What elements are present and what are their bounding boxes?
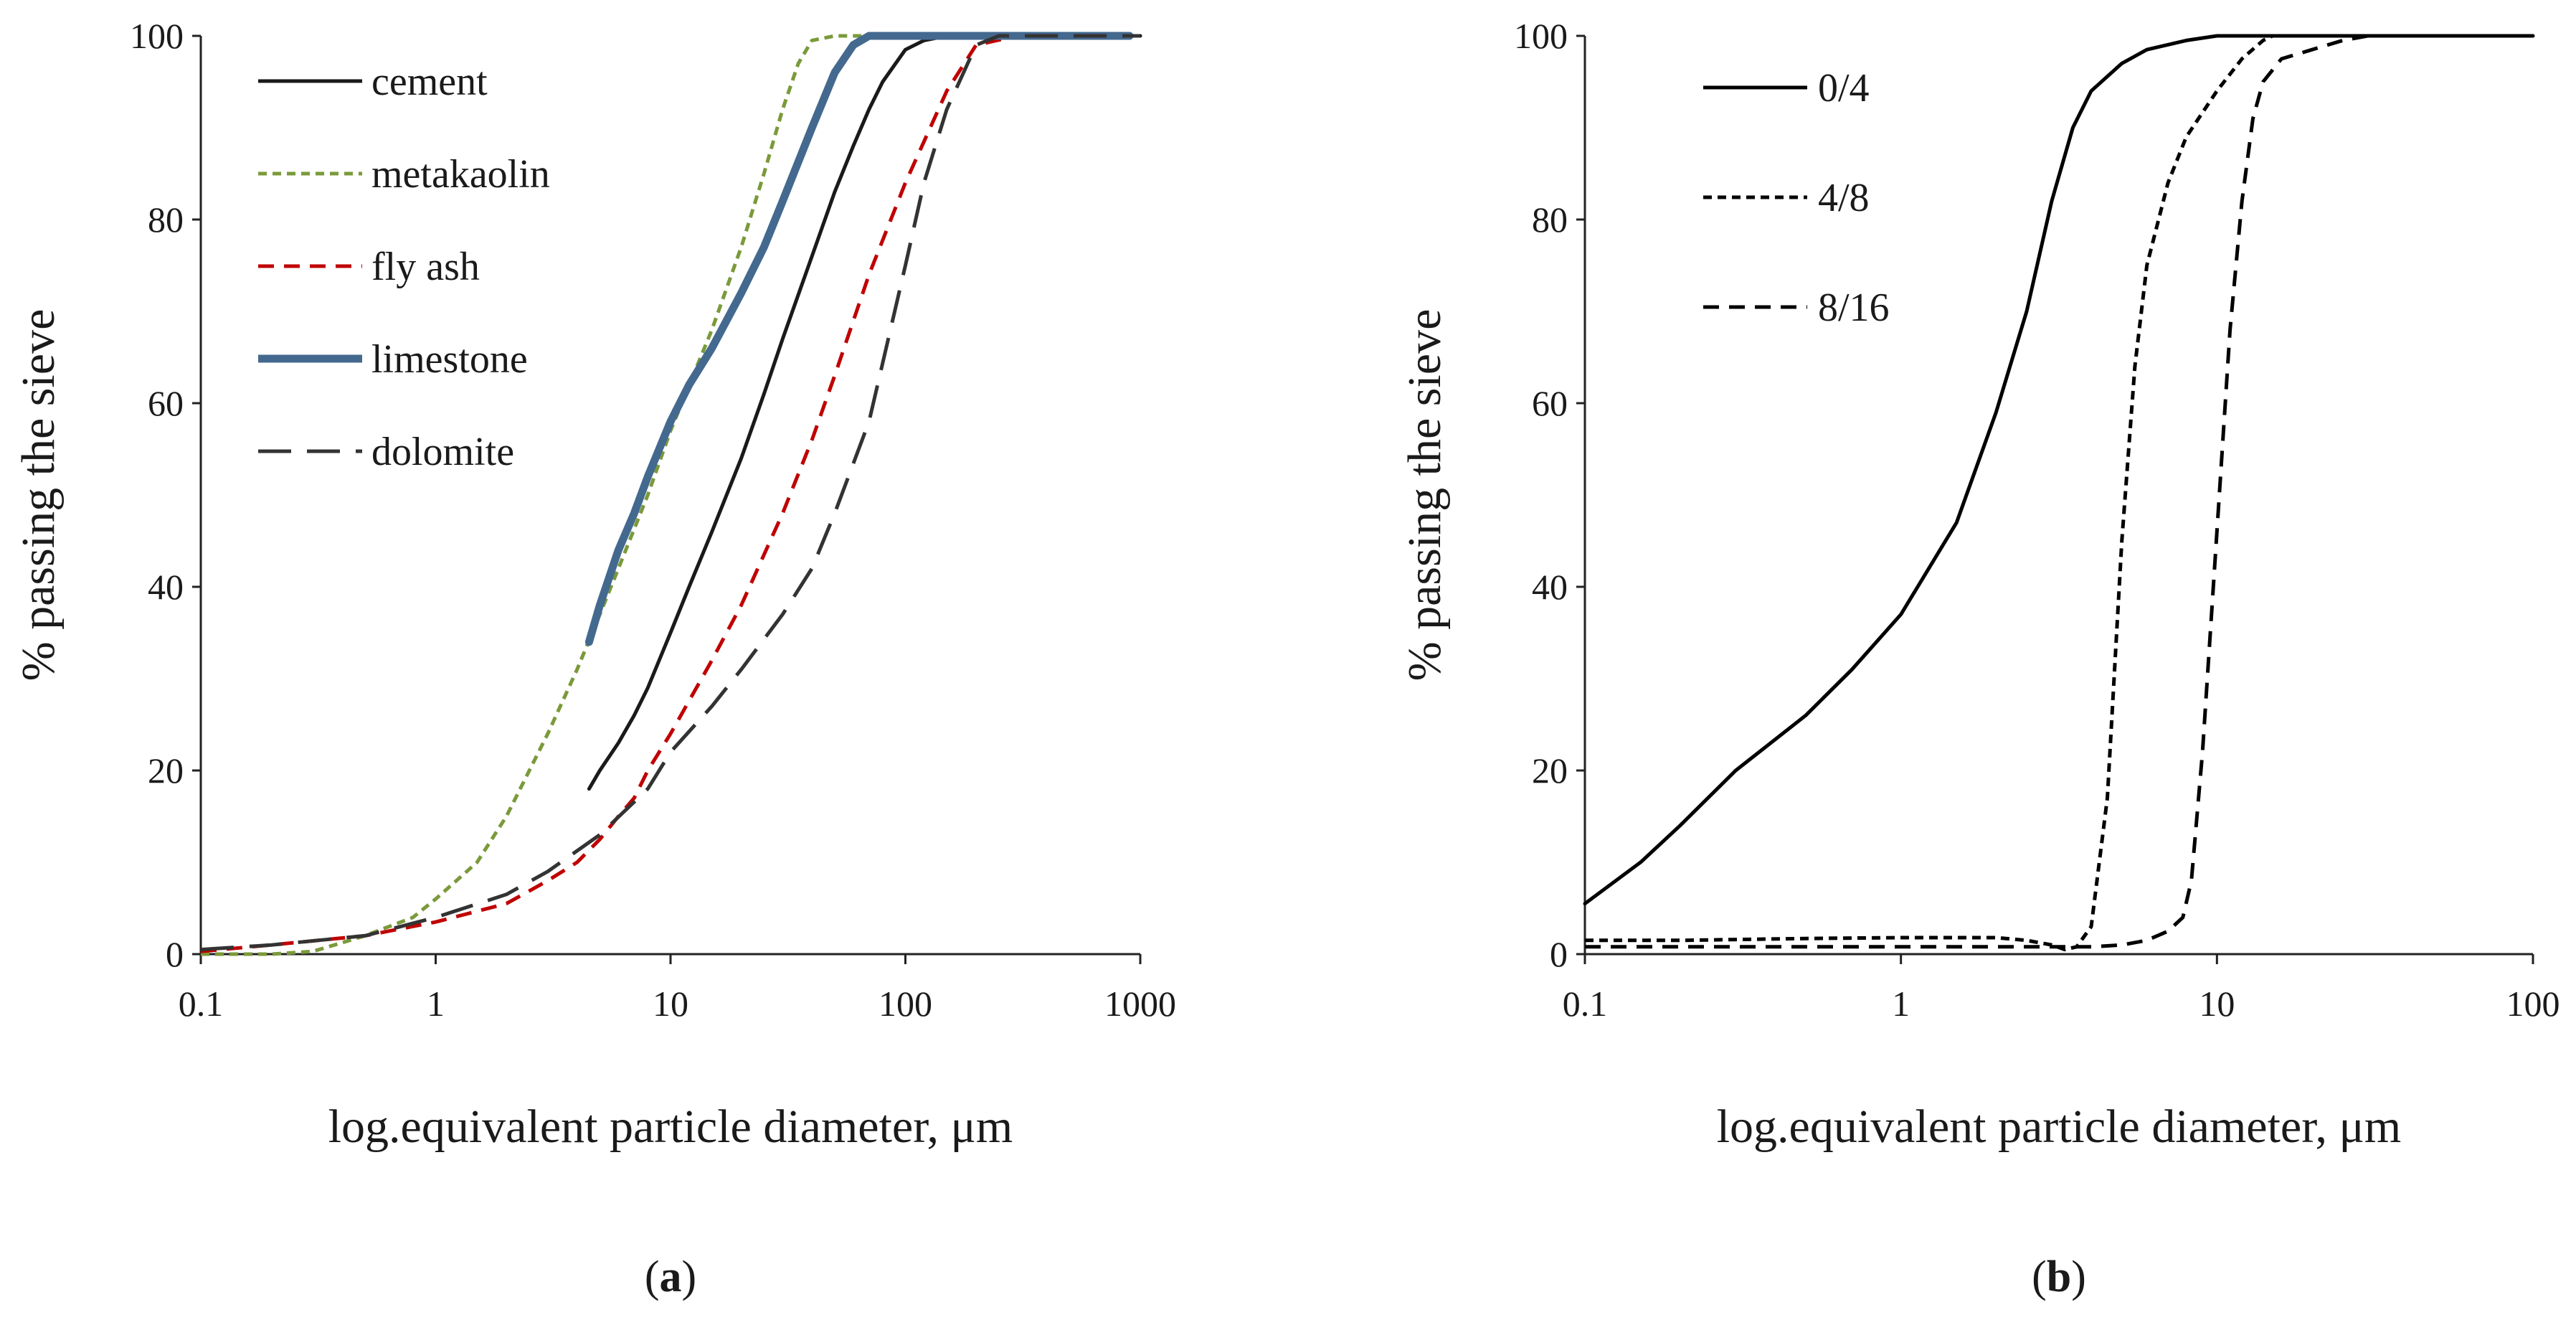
x-tick-label: 100 [2506,984,2560,1024]
chart-panel-b: 0 20 40 60 80 100 0.1 1 10 100 0/4 4/8 8/16 % passing… [1398,16,2560,1301]
legend-label: 4/8 [1818,176,1870,220]
y-tick-label: 80 [1532,199,1568,240]
x-tick-label: 1 [427,984,445,1024]
legend-label: dolomite [371,430,514,474]
y-tick-label: 60 [1532,383,1568,423]
x-tick-label: 1000 [1104,984,1176,1024]
legend-label: 8/16 [1818,286,1890,330]
series-line-8-16 [1585,34,2377,949]
y-axis-title: % passing the sieve [12,309,65,682]
series-line-dolomite [200,34,1140,952]
legend-label: metakaolin [371,152,550,197]
chart-panel-a: 0 20 40 60 80 100 0.1 1 10 100 1000 cement metakaoli… [12,16,1176,1301]
series-line-4-8 [1585,34,2368,952]
panel-caption-letter: b [2047,1253,2071,1301]
y-tick-label: 100 [1514,16,1568,56]
legend-label: 0/4 [1818,66,1870,110]
x-tick-label: 10 [653,984,688,1024]
y-tick-label: 20 [148,750,184,791]
legend-label: fly ash [371,245,480,289]
legend-label: limestone [371,337,528,382]
series-line-limestone [584,32,1134,646]
y-tick-label: 0 [166,934,184,974]
legend-label: cement [371,60,488,104]
panel-caption-letter: a [660,1253,682,1301]
y-tick-label: 20 [1532,750,1568,791]
series-line-fly-ash [200,34,1140,953]
x-axis-title: log.equivalent particle diameter, μm [328,1100,1013,1153]
panel-caption: (a) [645,1253,696,1301]
x-axis-title: log.equivalent particle diameter, μm [1717,1100,2402,1153]
series-line-0-4 [1583,34,2535,906]
y-tick-label: 40 [1532,567,1568,607]
y-axis-title: % passing the sieve [1398,309,1451,682]
x-tick-label: 1 [1892,984,1910,1024]
panel-caption: (b) [2032,1253,2086,1301]
y-tick-label: 60 [148,383,184,423]
series-line-metakaolin [201,34,1140,956]
y-tick-label: 40 [148,567,184,607]
x-tick-label: 0.1 [179,984,224,1024]
x-tick-label: 10 [2199,984,2235,1024]
x-tick-label: 0.1 [1563,984,1608,1024]
y-tick-label: 80 [148,199,184,240]
x-tick-label: 100 [879,984,932,1024]
y-tick-label: 0 [1550,934,1568,974]
y-tick-label: 100 [130,16,184,56]
